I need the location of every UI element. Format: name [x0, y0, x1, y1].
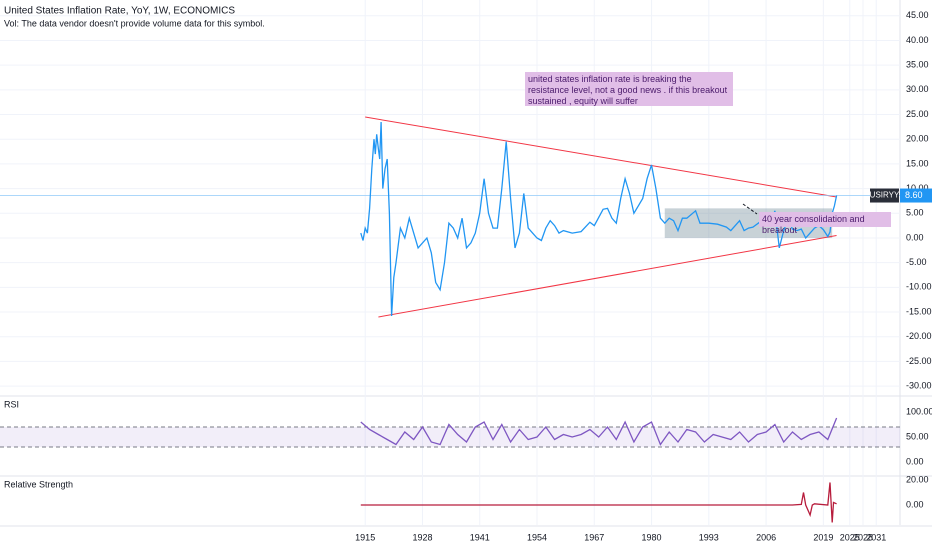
y-tick-label: -30.00: [906, 380, 932, 390]
y-tick-label: 50.00: [906, 431, 929, 441]
y-tick-label: 20.00: [906, 134, 929, 144]
pane-title: Relative Strength: [4, 479, 73, 489]
x-tick-label: 1941: [470, 532, 490, 542]
chart-subtitle: Vol: The data vendor doesn't provide vol…: [4, 18, 265, 28]
y-tick-label: -25.00: [906, 356, 932, 366]
x-tick-label: 1915: [355, 532, 375, 542]
x-tick-label: 1928: [412, 532, 432, 542]
x-tick-label: 1980: [642, 532, 662, 542]
y-tick-label: 25.00: [906, 109, 929, 119]
y-tick-label: 10.00: [906, 183, 929, 193]
y-tick-label: 0.00: [906, 456, 924, 466]
annotation: 40 year consolidation and breakout: [759, 212, 891, 235]
price-tag: 8.60: [905, 190, 923, 200]
y-tick-label: -20.00: [906, 331, 932, 341]
price-tag-bg: [900, 188, 932, 203]
x-tick-label: 2019: [813, 532, 833, 542]
x-tick-label: 1993: [699, 532, 719, 542]
pane-title: RSI: [4, 399, 19, 409]
y-tick-label: -15.00: [906, 306, 932, 316]
y-tick-label: -10.00: [906, 282, 932, 292]
trendline: [378, 235, 837, 318]
x-tick-label: 2006: [756, 532, 776, 542]
y-tick-label: 0.00: [906, 232, 924, 242]
series-line: [360, 482, 837, 523]
y-tick-label: 15.00: [906, 158, 929, 168]
y-tick-label: 30.00: [906, 84, 929, 94]
x-tick-label: 2031: [866, 532, 886, 542]
y-tick-label: 40.00: [906, 35, 929, 45]
x-tick-label: 1967: [584, 532, 604, 542]
series-line: [360, 417, 838, 446]
y-tick-label: 5.00: [906, 208, 924, 218]
y-tick-label: -5.00: [906, 257, 927, 267]
x-tick-label: 1954: [527, 532, 547, 542]
y-tick-label: 100.00: [906, 406, 932, 416]
price-tag-name-bg: [870, 188, 899, 203]
y-tick-label: 45.00: [906, 10, 929, 20]
chart-title: United States Inflation Rate, YoY, 1W, E…: [4, 6, 235, 17]
y-tick-label: 35.00: [906, 60, 929, 70]
annotation: united states inflation rate is breaking…: [525, 72, 733, 106]
x-tick-label: 2025: [840, 532, 860, 542]
price-tag-name: USIRYY: [870, 191, 900, 200]
level-band: [0, 427, 900, 447]
y-tick-label: 0.00: [906, 499, 924, 509]
y-tick-label: 20.00: [906, 474, 929, 484]
trendline: [365, 116, 837, 198]
arrow: [742, 203, 758, 215]
x-tick-label: 2028: [853, 532, 873, 542]
